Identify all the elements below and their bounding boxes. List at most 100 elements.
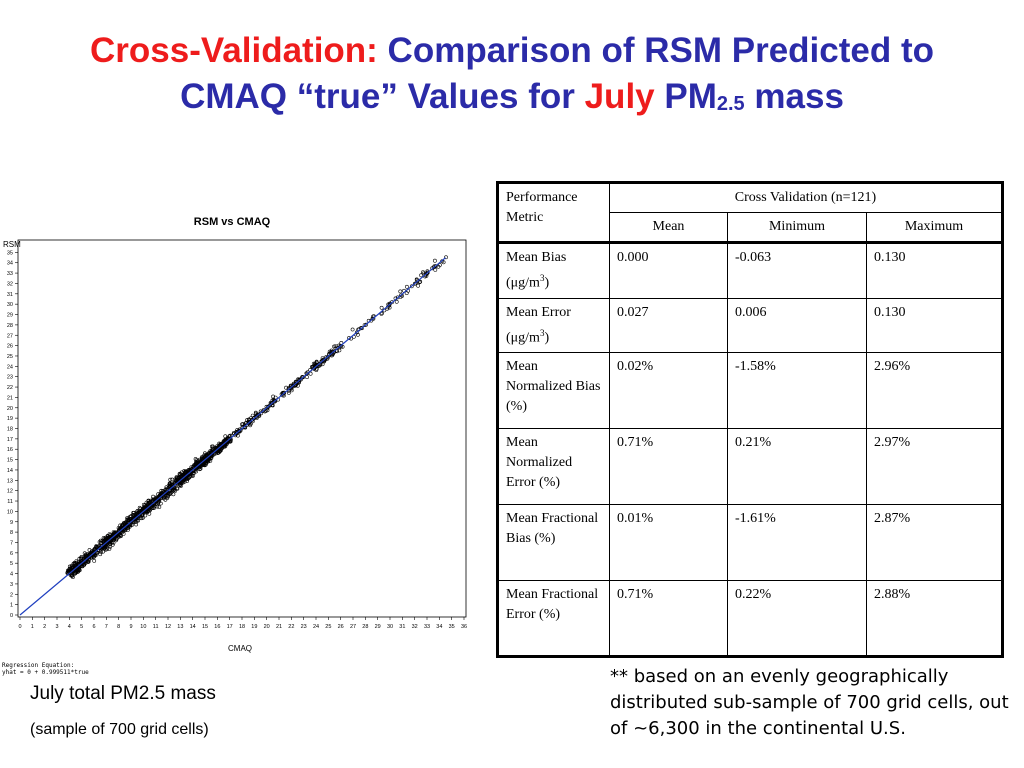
data-point bbox=[173, 482, 178, 487]
table-row: Mean Normalized Bias (%) 0.02% -1.58% 2.96% bbox=[497, 352, 1003, 430]
plot-title: RSM vs CMAQ bbox=[194, 216, 271, 228]
y-tick-label: 9 bbox=[10, 520, 13, 526]
x-tick-label: 19 bbox=[251, 624, 257, 630]
x-tick-label: 34 bbox=[436, 624, 442, 630]
y-tick-label: 18 bbox=[7, 427, 13, 433]
scatter-plot-svg: RSM vs CMAQ RSM CMAQ Regression Equation… bbox=[2, 216, 467, 676]
data-point bbox=[387, 305, 392, 310]
data-point bbox=[129, 514, 134, 518]
value-cell-max: 2.97% bbox=[866, 428, 1003, 506]
data-point bbox=[141, 515, 145, 520]
y-tick-label: 0 bbox=[10, 613, 13, 619]
title-pm: PM bbox=[654, 77, 717, 116]
data-point bbox=[250, 417, 255, 422]
data-point bbox=[122, 522, 127, 526]
data-point bbox=[107, 535, 112, 540]
data-point bbox=[417, 280, 422, 285]
y-tick-label: 11 bbox=[7, 499, 13, 505]
x-tick-label: 32 bbox=[412, 624, 418, 630]
data-point bbox=[412, 281, 417, 286]
data-point bbox=[444, 255, 448, 260]
data-point bbox=[114, 538, 118, 543]
data-point bbox=[398, 289, 403, 294]
data-point bbox=[223, 434, 228, 439]
metric-name: Mean Normalized Bias (%) bbox=[506, 359, 601, 415]
y-tick-label: 30 bbox=[7, 302, 13, 308]
data-point bbox=[338, 343, 343, 348]
table-row: Mean Normalized Error (%) 0.71% 0.21% 2.97% bbox=[497, 428, 1003, 506]
y-tick-label: 25 bbox=[7, 354, 13, 360]
y-tick-label: 5 bbox=[10, 561, 13, 567]
metric-cell: Mean Fractional Error (%) bbox=[497, 580, 610, 658]
x-tick-label: 30 bbox=[387, 624, 393, 630]
data-point bbox=[83, 558, 88, 563]
header-maximum: Maximum bbox=[866, 212, 1003, 244]
data-point bbox=[77, 568, 82, 573]
data-point bbox=[144, 507, 149, 512]
data-point bbox=[245, 418, 250, 422]
footnote: ** based on an evenly geographically dis… bbox=[610, 666, 1009, 739]
data-point bbox=[175, 486, 180, 491]
data-point bbox=[93, 546, 97, 551]
data-point bbox=[71, 575, 75, 580]
x-tick-label: 0 bbox=[18, 624, 21, 630]
title-cmaq: CMAQ “true” Values for bbox=[180, 77, 585, 116]
data-point bbox=[222, 444, 227, 449]
value-cell-mean: 0.027 bbox=[609, 297, 728, 354]
data-point bbox=[269, 401, 274, 406]
data-point bbox=[354, 330, 359, 335]
y-tick-label: 21 bbox=[7, 395, 13, 401]
data-point bbox=[98, 552, 103, 557]
x-tick-label: 20 bbox=[264, 624, 270, 630]
data-point bbox=[210, 448, 215, 453]
x-tick-label: 1 bbox=[31, 624, 34, 630]
x-tick-label: 35 bbox=[449, 624, 455, 630]
data-point bbox=[387, 303, 392, 308]
data-point bbox=[235, 433, 240, 438]
x-tick-label: 11 bbox=[153, 624, 159, 630]
x-tick-label: 17 bbox=[227, 624, 233, 630]
regression-equation: yhat = 0 + 0.999511*true bbox=[2, 669, 89, 676]
plot-layer: 0 1 2 3 4 5 6 7 8 9 10 11 12 13 14 15 16 17 18 19 20 21 22 23 24… bbox=[7, 239, 467, 630]
data-point bbox=[253, 411, 258, 416]
x-tick-label: 8 bbox=[117, 624, 120, 630]
data-point bbox=[126, 517, 131, 522]
data-point bbox=[204, 452, 209, 457]
data-point bbox=[223, 438, 227, 443]
data-point bbox=[433, 264, 438, 269]
y-tick-label: 3 bbox=[10, 582, 13, 588]
data-point bbox=[329, 348, 334, 353]
data-point bbox=[333, 344, 338, 349]
data-point bbox=[158, 501, 163, 506]
metric-cell: Mean Bias (μg/m3) bbox=[497, 242, 610, 299]
metric-cell: Mean Fractional Bias (%) bbox=[497, 504, 610, 582]
y-tick-label: 29 bbox=[7, 313, 13, 319]
x-tick-label: 26 bbox=[338, 624, 344, 630]
metric-name: Mean Error bbox=[506, 304, 571, 320]
data-point bbox=[340, 344, 345, 349]
metric-unit: (μg/m bbox=[506, 275, 540, 291]
data-point bbox=[416, 283, 421, 288]
value-cell-min: 0.21% bbox=[727, 428, 867, 506]
metric-cell: Mean Normalized Error (%) bbox=[497, 428, 610, 506]
metric-name: Mean Fractional Error (%) bbox=[506, 587, 599, 623]
y-tick-label: 35 bbox=[7, 250, 13, 256]
y-tick-label: 31 bbox=[7, 292, 13, 298]
x-tick-label: 21 bbox=[276, 624, 282, 630]
header-mean: Mean bbox=[609, 212, 728, 244]
data-point bbox=[432, 258, 437, 263]
value-cell-min: -1.58% bbox=[727, 352, 867, 430]
data-point bbox=[186, 467, 191, 472]
data-point bbox=[399, 293, 403, 298]
data-point bbox=[364, 322, 369, 327]
x-tick-label: 27 bbox=[350, 624, 356, 630]
data-point bbox=[81, 560, 86, 565]
data-point bbox=[122, 524, 127, 529]
data-point bbox=[108, 542, 113, 547]
y-tick-label: 22 bbox=[7, 385, 13, 391]
y-tick-label: 32 bbox=[7, 281, 13, 287]
data-point bbox=[266, 404, 271, 409]
data-point bbox=[227, 436, 232, 441]
metric-unit: (μg/m bbox=[506, 330, 540, 346]
data-point bbox=[74, 570, 79, 575]
